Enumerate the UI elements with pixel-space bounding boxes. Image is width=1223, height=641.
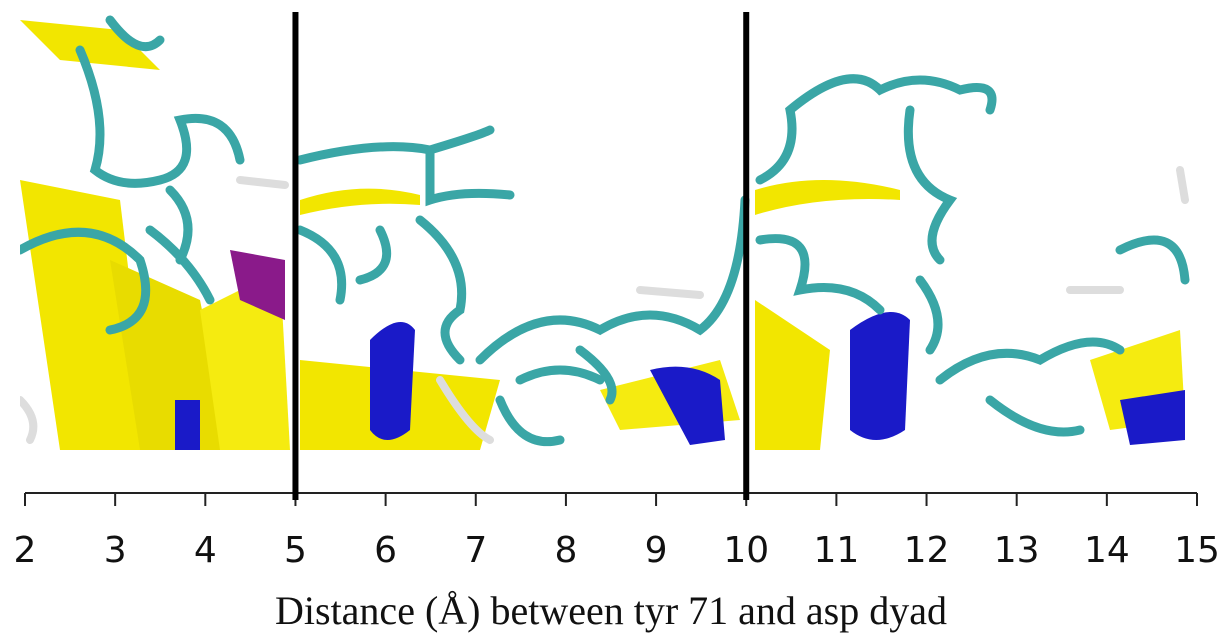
x-tick-label: 14 — [1084, 530, 1130, 571]
x-tick-label: 7 — [464, 530, 487, 571]
x-tick-label: 9 — [645, 530, 668, 571]
x-tick-label: 8 — [554, 530, 577, 571]
x-tick-label: 4 — [194, 530, 217, 571]
x-tick-label: 3 — [104, 530, 127, 571]
x-tick-label: 2 — [14, 530, 37, 571]
x-tick-label: 10 — [723, 530, 769, 571]
x-tick-label: 5 — [284, 530, 307, 571]
x-tick-label: 12 — [904, 530, 950, 571]
x-tick-label: 6 — [374, 530, 397, 571]
x-tick-label: 11 — [813, 530, 859, 571]
molecular-render — [20, 15, 1190, 450]
x-axis-label: Distance (Å) between tyr 71 and asp dyad — [275, 588, 947, 633]
x-tick-label: 13 — [994, 530, 1040, 571]
x-tick-label: 15 — [1174, 530, 1220, 571]
